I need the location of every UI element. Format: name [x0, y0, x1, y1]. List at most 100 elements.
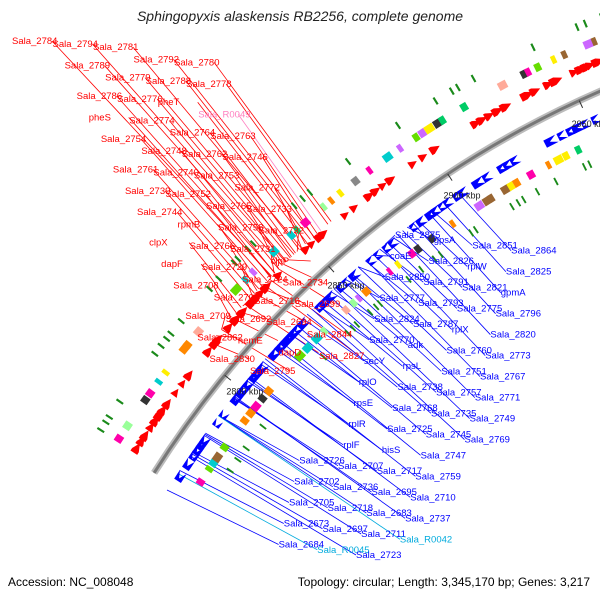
reverse-cog-block	[448, 219, 457, 229]
green-marker	[151, 350, 159, 358]
label-connector	[221, 315, 226, 330]
label-connector	[218, 415, 401, 540]
forward-cog-block	[161, 368, 171, 377]
reverse-gene-arrow	[287, 325, 302, 341]
label-connector	[357, 266, 385, 278]
green-marker	[162, 335, 171, 343]
reverse-cog-block	[301, 341, 314, 355]
gene-label: Sala_2757	[436, 387, 481, 398]
forward-cog-block	[437, 115, 448, 126]
green-marker	[349, 324, 357, 332]
gene-label: Sala_2745	[426, 429, 471, 440]
green-marker	[515, 198, 522, 207]
label-connector	[181, 150, 280, 270]
gene-label: Sala_2726	[299, 456, 344, 467]
gene-label: Sala_2781	[93, 42, 138, 53]
forward-gene-arrow	[299, 245, 311, 255]
reverse-cog-block	[257, 393, 268, 404]
label-connector	[365, 259, 481, 377]
forward-gene-arrow	[156, 405, 167, 417]
gene-label: Sala_2759	[415, 471, 460, 482]
label-connector	[218, 415, 334, 488]
green-marker	[520, 195, 527, 204]
label-connector	[166, 489, 279, 545]
label-connector	[412, 222, 496, 314]
green-marker	[101, 419, 110, 426]
label-connector	[221, 329, 291, 372]
label-connector	[233, 175, 292, 258]
gene-label: rplX	[452, 324, 470, 335]
forward-gene-arrow	[339, 212, 349, 221]
map-title: Sphingopyxis alaskensis RB2256, complete…	[136, 8, 464, 24]
forward-cog-block	[459, 101, 470, 113]
gene-label: Sala_2770	[369, 335, 414, 346]
forward-cog-block	[365, 165, 374, 175]
forward-cog-block	[411, 132, 421, 143]
reverse-gene-arrow	[238, 382, 251, 396]
green-marker	[574, 23, 580, 32]
label-connector	[387, 241, 458, 309]
forward-gene-arrow	[528, 88, 541, 97]
green-marker	[376, 299, 384, 308]
label-connector	[456, 191, 512, 252]
forward-cog-block	[122, 420, 133, 432]
forward-gene-arrow	[383, 176, 396, 186]
label-connector	[442, 201, 507, 272]
gene-features	[96, 13, 600, 487]
reverse-gene-arrow	[423, 207, 439, 222]
reverse-gene-arrow	[247, 369, 262, 384]
gene-label: Sala_2747	[421, 450, 466, 461]
green-marker	[234, 255, 242, 263]
reverse-cog-block	[250, 400, 262, 413]
label-connector	[200, 263, 237, 314]
gene-label: Sala_2707	[338, 461, 383, 472]
green-marker	[509, 202, 515, 211]
forward-cog-block	[113, 433, 125, 445]
reverse-gene-arrow	[501, 158, 515, 171]
reverse-gene-arrow	[509, 154, 522, 167]
gene-label: Sala_2708	[173, 281, 218, 292]
green-marker	[582, 19, 588, 28]
forward-gene-arrow	[317, 229, 328, 240]
label-connector	[384, 234, 396, 245]
label-connector	[321, 299, 403, 367]
label-connector	[249, 376, 411, 498]
forward-gene-arrow	[160, 398, 171, 411]
forward-cog-block	[268, 245, 280, 258]
reverse-cog-block	[511, 177, 522, 188]
label-connector	[192, 451, 290, 503]
gene-label: Sala_2825	[506, 267, 551, 278]
gene-label: Sala_2827	[319, 351, 364, 362]
forward-cog-block	[590, 36, 599, 47]
forward-cog-block	[423, 122, 436, 135]
label-connector	[264, 278, 283, 284]
reverse-cog-block	[208, 458, 219, 469]
green-marker	[230, 259, 238, 267]
forward-gene-arrow	[590, 58, 600, 68]
reverse-cog-block	[426, 233, 437, 244]
green-marker	[234, 456, 242, 463]
forward-gene-arrow	[130, 443, 140, 455]
label-connector	[264, 358, 416, 477]
label-connector	[156, 98, 291, 259]
label-connector	[317, 303, 465, 440]
label-connector	[288, 259, 311, 262]
reverse-cog-block	[245, 407, 257, 419]
reverse-cog-block	[263, 385, 275, 397]
genome-summary: Topology: circular; Length: 3,345,170 bp…	[297, 575, 590, 589]
forward-cog-block	[140, 394, 151, 406]
gene-label: Sala_2769	[464, 435, 509, 446]
label-connector	[427, 211, 502, 293]
forward-gene-arrow	[377, 182, 387, 191]
forward-cog-block	[582, 38, 595, 50]
label-connector	[280, 341, 421, 456]
label-connector	[245, 205, 284, 266]
label-connector	[128, 117, 272, 277]
gene-label: hemE	[238, 336, 263, 347]
gene-label: Sala_2774	[129, 116, 174, 127]
label-connector	[350, 272, 414, 325]
label-connector	[225, 83, 329, 225]
label-connector	[342, 279, 442, 372]
green-marker	[105, 413, 114, 421]
